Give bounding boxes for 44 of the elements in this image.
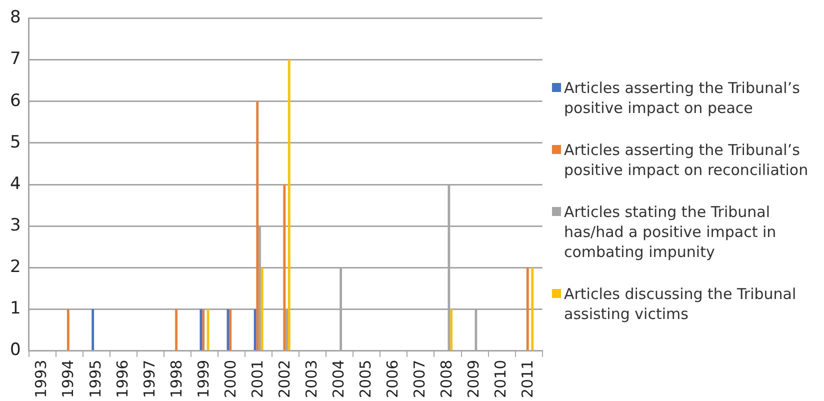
- y-tick-label: 6: [10, 90, 21, 111]
- bar: [202, 309, 204, 350]
- bar: [229, 309, 232, 350]
- legend-label: Articles asserting the Tribunal’s positive impact on reconciliation: [564, 140, 810, 180]
- bar: [531, 268, 534, 350]
- bar: [260, 268, 264, 350]
- x-tick-label: 2001: [248, 360, 266, 398]
- x-tick-label: 1999: [194, 360, 212, 398]
- x-tick-label: 2003: [302, 360, 321, 398]
- y-tick-label: 8: [10, 8, 21, 28]
- x-tick-label: 2004: [330, 360, 348, 398]
- bar: [66, 309, 70, 350]
- y-tick-label: 4: [10, 174, 21, 194]
- legend-label: Articles stating the Tribunal has/had a positive impact in combating impunity: [564, 202, 778, 262]
- x-tick-label: 2005: [356, 360, 375, 398]
- y-tick-label: 3: [10, 216, 21, 236]
- x-tick-label: 1993: [32, 360, 50, 398]
- bar: [256, 101, 259, 350]
- y-tick-label: 7: [10, 49, 21, 70]
- x-tick-label: 2002: [275, 360, 294, 398]
- bar: [526, 268, 529, 350]
- x-tick-label: 1994: [59, 360, 78, 398]
- legend-label: Articles asserting the Tribunal’s positive impact on peace: [564, 78, 801, 118]
- y-tick-label: 5: [10, 132, 21, 152]
- bar: [450, 309, 452, 350]
- y-tick-label: 0: [10, 340, 21, 360]
- x-tick-label: 2008: [438, 360, 456, 398]
- bar: [92, 309, 94, 350]
- x-tick-label: 1996: [113, 360, 132, 398]
- legend-label: Articles discussing the Tribunal assisting victims: [564, 284, 798, 324]
- x-tick-label: 2010: [492, 360, 510, 398]
- x-tick-label: 1998: [167, 360, 186, 398]
- x-tick-label: 1995: [86, 360, 104, 398]
- x-tick-label: 2011: [518, 360, 537, 398]
- x-tick-label: 1997: [140, 360, 158, 398]
- x-tick-label: 2007: [410, 360, 429, 398]
- bar: [175, 309, 178, 350]
- x-tick-label: 2009: [464, 360, 483, 398]
- y-tick-label: 1: [10, 298, 21, 319]
- bar: [283, 184, 286, 350]
- x-tick-label: 2000: [221, 360, 240, 398]
- bar: [288, 60, 290, 350]
- x-tick-label: 2006: [384, 360, 402, 398]
- y-tick-label: 2: [10, 257, 21, 278]
